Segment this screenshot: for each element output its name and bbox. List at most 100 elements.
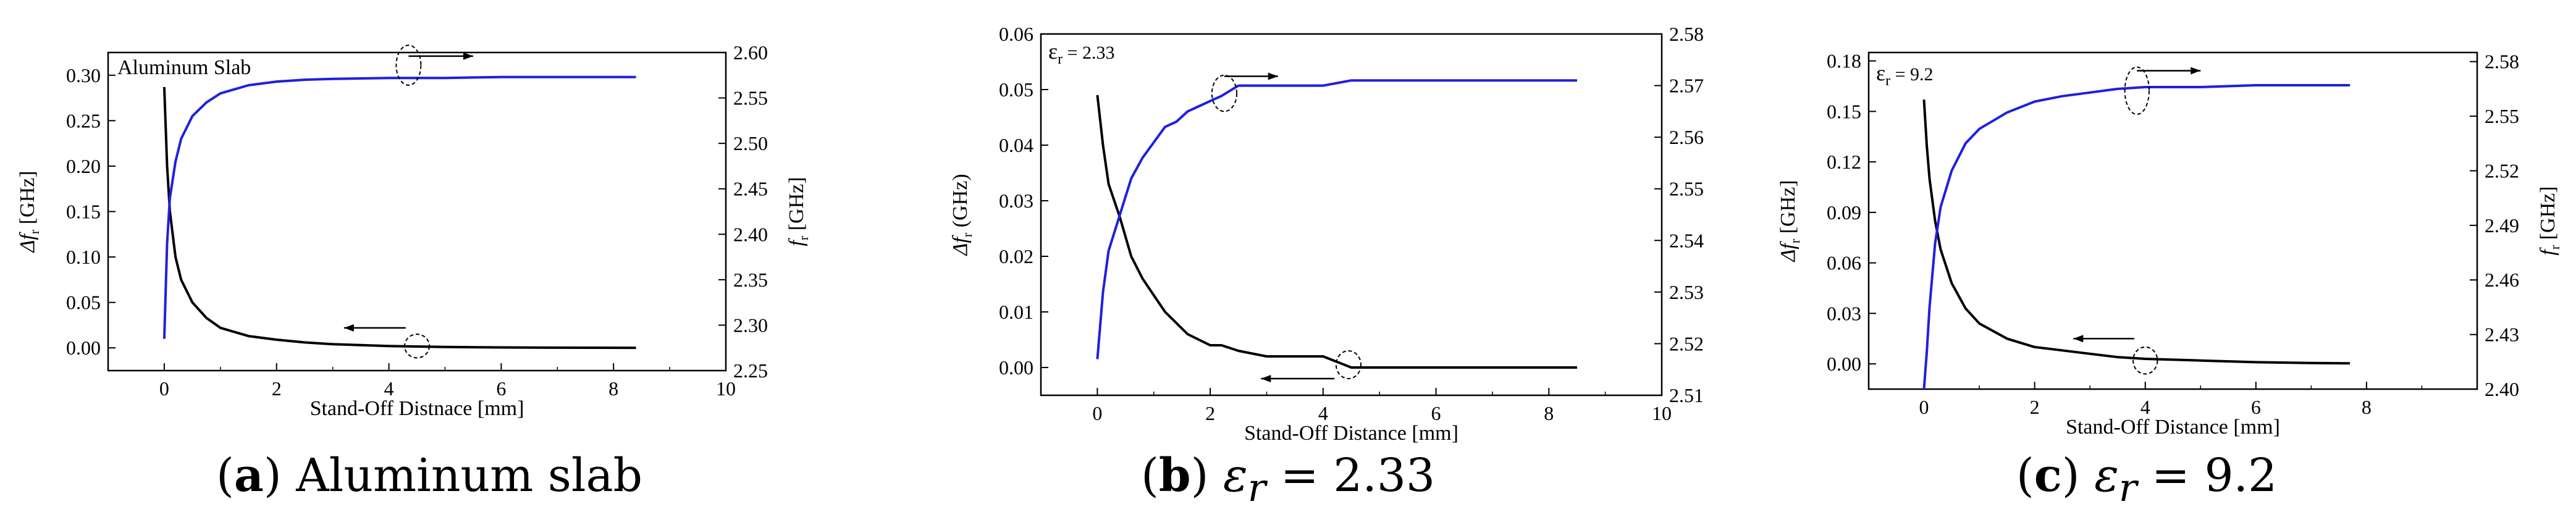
x-axis-label-b: Stand-Off Distance [mm]: [1244, 422, 1458, 445]
plot-frame-a: [107, 51, 727, 372]
x-tick-label-b-4: 8: [1544, 402, 1554, 424]
y-left-axis-label-c: Δfr [GHz]: [1777, 180, 1803, 262]
x-tick-label-b-3: 6: [1431, 402, 1441, 424]
yl-tick-label-b-4: 0.04: [999, 134, 1033, 156]
y-right-axis-label-c-text: fr [GHz]: [2536, 186, 2562, 255]
axis-indicator-oval-a-1: [404, 334, 430, 359]
x-tick-label-a-5: 10: [716, 377, 736, 400]
axis-indicator-arrowhead-b-1: [1261, 375, 1271, 382]
x-tick-label-a-0: 0: [159, 377, 169, 400]
yr-tick-label-a-2: 2.35: [733, 269, 768, 291]
annotation-b: εr = 2.33: [1048, 39, 1115, 67]
series-line-b-delta-fr: [1096, 94, 1577, 369]
yl-tick-label-a-0: 0.00: [66, 337, 101, 359]
caption-a: (a) Aluminum slab: [216, 449, 642, 502]
series-line-b-fr: [1096, 79, 1577, 359]
yr-tick-label-b-6: 2.57: [1669, 75, 1704, 97]
axis-indicator-oval-a-0: [395, 44, 422, 86]
panel-c: 0 2 4 6 8 0.00 0.03 0.06 0.09 0.12 0.15 0.18 2.40 2.4…: [1717, 0, 2576, 525]
yr-tick-label-b-0: 2.51: [1669, 384, 1704, 406]
chart-a: 0 2 4 6 8 10 0.00 0.05 0.10 0.15 0.20 0.25 0.30 2.25 2…: [16, 41, 811, 420]
chart-b: 0 2 4 6 8 10 0.00 0.01 0.02 0.03 0.04 0.05 0.06 2.51 2…: [949, 23, 1704, 445]
yr-tick-label-a-6: 2.55: [733, 87, 768, 109]
x-tick-label-a-1: 2: [272, 377, 282, 400]
x-tick-label-a-2: 4: [384, 377, 394, 400]
yr-tick-label-c-3: 2.49: [2485, 214, 2519, 237]
x-tick-label-c-3: 6: [2251, 396, 2261, 418]
yr-tick-label-c-6: 2.58: [2485, 51, 2519, 73]
yl-tick-label-b-0: 0.00: [999, 356, 1033, 379]
yr-tick-label-c-1: 2.43: [2485, 324, 2519, 346]
panel-a: 0 2 4 6 8 10 0.00 0.05 0.10 0.15 0.20 0.25 0.30 2.25 2…: [0, 0, 859, 525]
yr-tick-label-a-5: 2.50: [733, 132, 768, 154]
plot-frame-c: [1867, 51, 2478, 390]
yr-tick-label-b-1: 2.52: [1669, 332, 1704, 355]
x-axis-label-c: Stand-Off Distance [mm]: [2066, 416, 2280, 439]
y-right-axis-label-c: fr [GHz]: [2536, 186, 2562, 255]
yr-tick-label-c-5: 2.55: [2485, 105, 2519, 127]
yl-tick-label-a-2: 0.10: [66, 246, 101, 268]
yl-tick-label-a-5: 0.25: [66, 109, 101, 132]
caption-a-text: Aluminum slab: [296, 449, 642, 502]
yr-tick-label-c-2: 2.46: [2485, 269, 2519, 291]
axis-indicator-arrowhead-c-0: [2191, 67, 2201, 75]
x-tick-label-a-3: 6: [496, 377, 506, 400]
yr-tick-label-b-3: 2.54: [1669, 229, 1704, 251]
yl-tick-label-c-3: 0.09: [1827, 201, 1861, 224]
yl-tick-label-c-6: 0.18: [1827, 50, 1861, 72]
yr-tick-label-b-7: 2.58: [1669, 23, 1704, 45]
caption-b-tag: b: [1158, 449, 1191, 502]
yl-tick-label-b-1: 0.01: [999, 301, 1033, 323]
annotation-a: Aluminum Slab: [117, 56, 251, 79]
x-tick-label-c-0: 0: [1919, 396, 1929, 418]
caption-b-text: = 2.33: [1280, 449, 1436, 502]
axis-indicator-oval-b-0: [1211, 74, 1238, 112]
x-tick-label-b-5: 10: [1652, 402, 1672, 424]
y-left-axis-label-b: Δfr (GHz): [949, 174, 975, 256]
caption-b: (b) εr = 2.33: [1140, 449, 1436, 510]
yl-tick-label-c-1: 0.03: [1827, 302, 1861, 324]
y-right-axis-label-a-text: fr [GHz]: [785, 177, 811, 246]
yl-tick-label-a-1: 0.05: [66, 292, 101, 314]
series-line-a-delta-fr: [162, 86, 636, 350]
axis-indicator-arrowhead-a-1: [343, 324, 354, 332]
x-tick-label-c-2: 4: [2140, 396, 2150, 418]
y-left-axis-label-a-text: Δfr [GHz]: [16, 170, 42, 253]
yr-tick-label-a-0: 2.25: [733, 359, 768, 382]
yl-tick-label-c-2: 0.06: [1827, 252, 1861, 274]
yr-tick-label-a-3: 2.40: [733, 223, 768, 245]
chart-c: 0 2 4 6 8 0.00 0.03 0.06 0.09 0.12 0.15 0.18 2.40 2.4…: [1777, 50, 2562, 439]
plot-frame-b: [1040, 33, 1663, 397]
x-axis-label-a: Stand-Off Distnace [mm]: [310, 397, 524, 420]
yr-tick-label-c-0: 2.40: [2485, 378, 2519, 400]
series-line-a-fr: [162, 75, 636, 339]
annotation-c: εr = 9.2: [1876, 61, 1934, 89]
x-tick-label-b-1: 2: [1205, 402, 1215, 424]
yl-tick-label-c-0: 0.00: [1827, 353, 1861, 375]
caption-b-symbol: εr: [1223, 449, 1266, 510]
yl-tick-label-b-3: 0.03: [999, 190, 1033, 212]
yr-tick-label-a-4: 2.45: [733, 178, 768, 200]
x-tick-label-a-4: 8: [608, 377, 618, 400]
x-tick-label-b-2: 4: [1318, 402, 1328, 424]
y-right-axis-label-a: fr [GHz]: [785, 177, 811, 246]
yl-tick-label-a-6: 0.30: [66, 64, 101, 86]
panel-b: 0 2 4 6 8 10 0.00 0.01 0.02 0.03 0.04 0.05 0.06 2.51 2…: [859, 0, 1717, 525]
yl-tick-label-b-6: 0.06: [999, 23, 1033, 45]
x-tick-label-c-4: 8: [2362, 396, 2372, 418]
yr-tick-label-c-4: 2.52: [2485, 159, 2519, 182]
axis-indicator-arrowhead-c-1: [2073, 335, 2084, 343]
series-line-c-delta-fr: [1922, 99, 2351, 365]
yl-tick-label-c-5: 0.15: [1827, 100, 1861, 122]
y-left-axis-label-c-text: Δfr [GHz]: [1777, 180, 1803, 262]
caption-c: (c) εr = 9.2: [2016, 449, 2278, 510]
y-left-axis-label-b-text: Δfr (GHz): [949, 174, 975, 256]
axis-indicator-arrowhead-b-0: [1268, 72, 1278, 80]
yl-tick-label-c-4: 0.12: [1827, 151, 1861, 173]
caption-a-tag: a: [234, 449, 264, 502]
caption-c-text: = 9.2: [2151, 449, 2278, 502]
yr-tick-label-b-2: 2.53: [1669, 281, 1704, 303]
x-tick-label-c-1: 2: [2030, 396, 2040, 418]
yr-tick-label-a-7: 2.60: [733, 41, 768, 64]
axis-indicator-oval-b-1: [1335, 350, 1362, 379]
